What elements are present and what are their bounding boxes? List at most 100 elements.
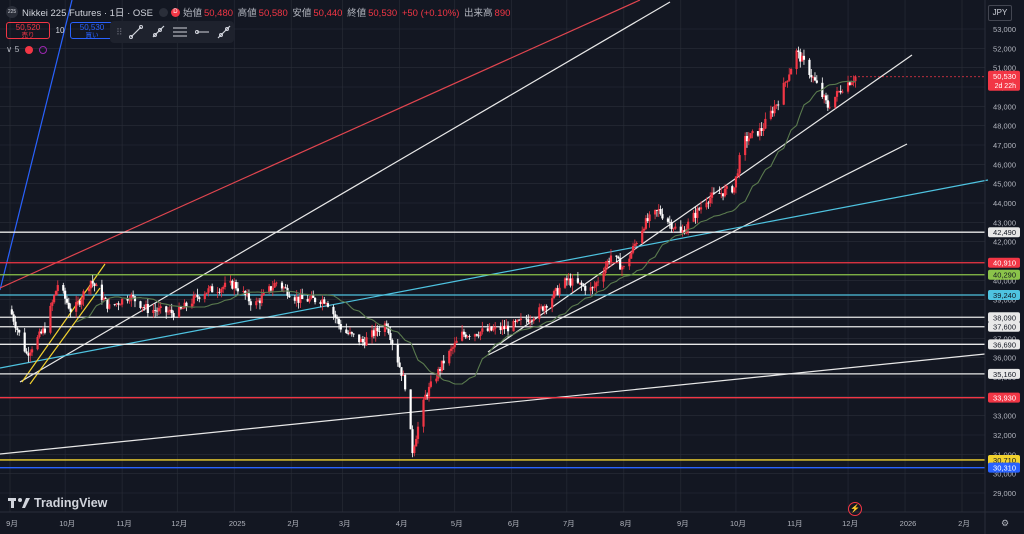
candle-body	[64, 290, 67, 299]
candle-body	[641, 230, 644, 244]
candle-body	[490, 326, 493, 331]
candle-body	[519, 318, 523, 320]
candle-body	[545, 305, 548, 308]
x-tick-label: 2025	[229, 519, 246, 528]
candle-body	[143, 307, 146, 308]
candle-body	[628, 258, 631, 267]
candle-body	[385, 323, 388, 327]
candle-body	[192, 295, 195, 304]
candle-body	[477, 335, 480, 337]
candle-body	[552, 291, 556, 299]
candle-body	[220, 288, 223, 293]
x-tick-label: 11月	[787, 519, 802, 528]
candle-body	[273, 283, 276, 288]
candle-body	[16, 328, 19, 330]
candle-body	[799, 51, 802, 62]
candle-body	[416, 426, 420, 439]
candle-body	[835, 91, 839, 97]
quantity-field[interactable]: 10	[55, 26, 65, 35]
settings-gear-icon[interactable]: ⚙	[1001, 518, 1010, 528]
ohlc-high-label: 高値	[237, 8, 257, 19]
candle-body	[80, 299, 83, 305]
candle-body	[633, 244, 636, 246]
candle-body	[756, 131, 760, 136]
candle-body	[659, 208, 662, 215]
buy-price: 50,530	[79, 23, 105, 32]
candle-body	[190, 303, 194, 307]
candle-body	[126, 298, 129, 301]
candle-body	[558, 287, 561, 295]
candle-body	[54, 291, 58, 296]
candle-body	[306, 298, 309, 302]
candle-body	[784, 82, 787, 83]
candle-body	[222, 287, 225, 289]
candle-body	[582, 285, 585, 286]
candle-body	[130, 294, 133, 301]
x-tick-label: 2月	[958, 519, 970, 528]
candle-body	[23, 332, 26, 352]
horizontal-ray-icon[interactable]	[193, 24, 211, 40]
candle-body	[271, 287, 274, 291]
candle-body	[615, 255, 618, 257]
candle-body	[589, 287, 592, 291]
level-label-bg-0	[988, 227, 1020, 238]
candle-body	[683, 230, 686, 234]
x-tick-label: 12月	[171, 519, 187, 528]
circle-icon[interactable]	[39, 45, 48, 54]
candle-body	[591, 287, 594, 289]
candle-body	[815, 80, 818, 83]
candle-body	[374, 327, 377, 336]
currency-button[interactable]: JPY	[988, 5, 1012, 21]
candle-body	[453, 342, 456, 348]
candle-body	[810, 74, 813, 78]
candle-body	[571, 278, 574, 286]
delayed-badge[interactable]: D	[170, 7, 180, 17]
candle-body	[370, 330, 374, 338]
candle-body	[797, 50, 800, 52]
candle-body	[747, 138, 750, 142]
sell-button[interactable]: 50,520 売り	[6, 22, 50, 39]
level-label-2: 40,290	[993, 271, 1016, 280]
candle-body	[481, 328, 484, 332]
last-price-bg	[988, 70, 1020, 91]
candle-body	[554, 288, 557, 292]
candle-body	[529, 320, 532, 322]
extended-line-icon[interactable]	[215, 24, 233, 40]
candle-body	[53, 295, 56, 303]
chart-title[interactable]: Nikkei 225 Futures · 1日 · OSE	[22, 8, 153, 19]
ohlc-low-label: 安値	[292, 8, 312, 19]
trendline-tool-icon[interactable]	[127, 24, 145, 40]
y-tick-label: 33,000	[993, 412, 1016, 421]
drag-handle-icon[interactable]: ⠿	[116, 26, 123, 37]
candle-body	[517, 319, 521, 321]
candle-body	[734, 176, 738, 188]
candle-body	[293, 297, 296, 301]
candle-body	[721, 193, 725, 197]
candle-body	[751, 131, 754, 134]
parallel-channel-icon[interactable]	[171, 24, 189, 40]
candle-body	[383, 323, 387, 333]
last-price-countdown: 2d 22h	[995, 83, 1017, 90]
record-dot-icon[interactable]	[25, 45, 34, 54]
buy-button[interactable]: 50,530 買い	[70, 22, 114, 39]
candle-body	[242, 291, 245, 292]
candle-body	[181, 308, 184, 310]
ohlc-change-value: +50 (+0.10%)	[401, 8, 460, 19]
candle-body	[56, 285, 59, 292]
candle-body	[630, 252, 633, 259]
x-tick-label: 9月	[677, 519, 689, 528]
candle-body	[788, 74, 791, 81]
candle-body	[525, 318, 528, 320]
collapse-toggle[interactable]: ∨ 5	[6, 44, 20, 54]
flash-icon[interactable]: ⚡	[848, 502, 862, 516]
y-tick-label: 37,000	[993, 334, 1016, 343]
x-tick-label: 2月	[287, 519, 299, 528]
ray-tool-icon[interactable]	[149, 24, 167, 40]
white-long-support	[0, 353, 986, 455]
symbol-badge[interactable]: 225	[6, 6, 18, 18]
candle-body	[597, 281, 600, 283]
candle-body	[670, 222, 673, 230]
candle-body	[398, 362, 401, 368]
candle-body	[332, 306, 335, 315]
